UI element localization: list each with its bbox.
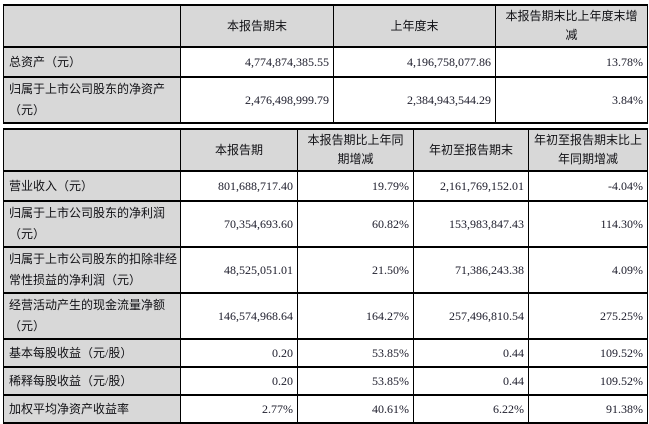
period-end-summary-table: 本报告期末 上年度末 本报告期末比上年度末增减 总资产（元） 4,774,874… <box>3 4 648 124</box>
financial-summary-document: 本报告期末 上年度末 本报告期末比上年度末增减 总资产（元） 4,774,874… <box>3 4 648 424</box>
value-cell: 164.27% <box>297 292 414 340</box>
row-label-operating-cash-flow: 经营活动产生的现金流量净额（元） <box>3 292 181 340</box>
table-row: 加权平均净资产收益率 2.77% 40.61% 6.22% 91.38% <box>3 394 648 424</box>
row-label-diluted-eps: 稀释每股收益（元/股） <box>3 366 181 396</box>
value-cell: 40.61% <box>297 394 414 424</box>
table-row: 归属于上市公司股东的扣除非经常性损益的净利润（元） 48,525,051.01 … <box>3 246 648 294</box>
row-label-total-assets: 总资产（元） <box>3 46 181 78</box>
header-period-yoy-change: 本报告期比上年同期增减 <box>297 128 414 172</box>
table-row: 总资产（元） 4,774,874,385.55 4,196,758,077.86… <box>3 46 648 78</box>
value-cell: 109.52% <box>528 338 648 368</box>
value-cell: 2.77% <box>180 394 298 424</box>
row-label-net-assets: 归属于上市公司股东的净资产（元） <box>3 76 181 124</box>
table-header-row: 本报告期末 上年度末 本报告期末比上年度末增减 <box>3 4 648 48</box>
value-cell: 0.44 <box>413 338 529 368</box>
value-cell: 53.85% <box>297 338 414 368</box>
value-cell: 21.50% <box>297 246 414 294</box>
header-period-end-change: 本报告期末比上年度末增减 <box>495 4 648 48</box>
header-current-period-end: 本报告期末 <box>180 4 334 48</box>
header-prior-year-end: 上年度末 <box>333 4 496 48</box>
header-current-period: 本报告期 <box>180 128 298 172</box>
value-cell: 13.78% <box>495 46 648 78</box>
value-cell: 0.44 <box>413 366 529 396</box>
row-label-net-profit: 归属于上市公司股东的净利润（元） <box>3 200 181 248</box>
value-cell: 275.25% <box>528 292 648 340</box>
value-cell: 4.09% <box>528 246 648 294</box>
value-cell: 91.38% <box>528 394 648 424</box>
value-cell: 3.84% <box>495 76 648 124</box>
row-label-net-profit-excl-nonrecurring: 归属于上市公司股东的扣除非经常性损益的净利润（元） <box>3 246 181 294</box>
value-cell: 2,476,498,999.79 <box>180 76 334 124</box>
value-cell: 0.20 <box>180 366 298 396</box>
value-cell: 146,574,968.64 <box>180 292 298 340</box>
value-cell: 71,386,243.38 <box>413 246 529 294</box>
value-cell: 4,196,758,077.86 <box>333 46 496 78</box>
value-cell: 4,774,874,385.55 <box>180 46 334 78</box>
table-header-row: 本报告期 本报告期比上年同期增减 年初至报告期末 年初至报告期末比上年同期增减 <box>3 128 648 172</box>
table-row: 稀释每股收益（元/股） 0.20 53.85% 0.44 109.52% <box>3 366 648 396</box>
value-cell: 6.22% <box>413 394 529 424</box>
value-cell: 48,525,051.01 <box>180 246 298 294</box>
row-label-operating-revenue: 营业收入（元） <box>3 170 181 202</box>
value-cell: 2,384,943,544.29 <box>333 76 496 124</box>
table-row: 归属于上市公司股东的净利润（元） 70,354,693.60 60.82% 15… <box>3 200 648 248</box>
value-cell: 53.85% <box>297 366 414 396</box>
table-row: 归属于上市公司股东的净资产（元） 2,476,498,999.79 2,384,… <box>3 76 648 124</box>
header-ytd-yoy-change: 年初至报告期末比上年同期增减 <box>528 128 648 172</box>
value-cell: 114.30% <box>528 200 648 248</box>
table-row: 经营活动产生的现金流量净额（元） 146,574,968.64 164.27% … <box>3 292 648 340</box>
header-empty-cell <box>3 4 181 48</box>
value-cell: 257,496,810.54 <box>413 292 529 340</box>
value-cell: 109.52% <box>528 366 648 396</box>
value-cell: -4.04% <box>528 170 648 202</box>
header-empty-cell <box>3 128 181 172</box>
row-label-basic-eps: 基本每股收益（元/股） <box>3 338 181 368</box>
value-cell: 60.82% <box>297 200 414 248</box>
reporting-period-summary-table: 本报告期 本报告期比上年同期增减 年初至报告期末 年初至报告期末比上年同期增减 … <box>3 128 648 424</box>
value-cell: 801,688,717.40 <box>180 170 298 202</box>
value-cell: 19.79% <box>297 170 414 202</box>
header-year-to-date: 年初至报告期末 <box>413 128 529 172</box>
table-row: 营业收入（元） 801,688,717.40 19.79% 2,161,769,… <box>3 170 648 202</box>
value-cell: 2,161,769,152.01 <box>413 170 529 202</box>
value-cell: 153,983,847.43 <box>413 200 529 248</box>
table-row: 基本每股收益（元/股） 0.20 53.85% 0.44 109.52% <box>3 338 648 368</box>
row-label-weighted-avg-roe: 加权平均净资产收益率 <box>3 394 181 424</box>
value-cell: 70,354,693.60 <box>180 200 298 248</box>
value-cell: 0.20 <box>180 338 298 368</box>
